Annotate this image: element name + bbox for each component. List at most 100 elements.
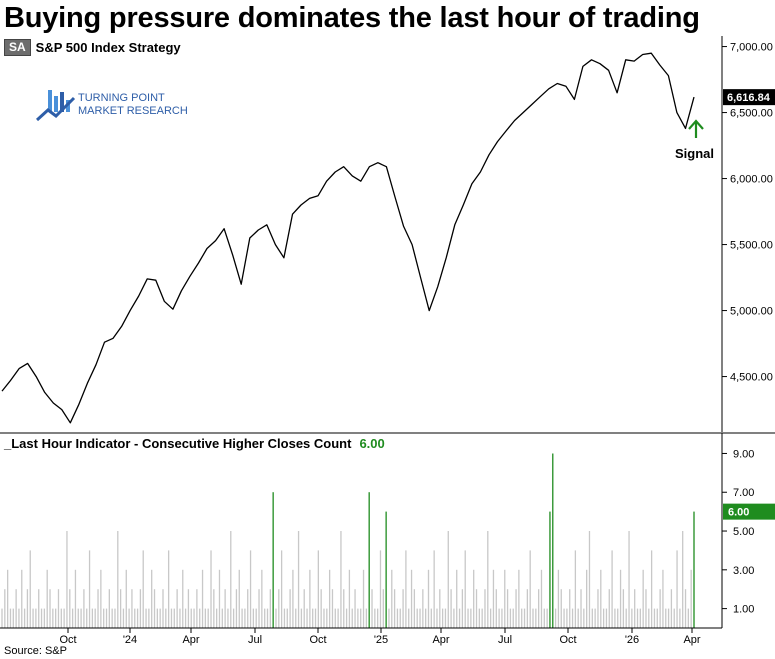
indicator-bar [628, 531, 630, 628]
indicator-bar [230, 531, 232, 628]
signal-bar [552, 453, 554, 628]
indicator-bar [563, 608, 565, 628]
indicator-bar [374, 608, 376, 628]
indicator-bar [602, 608, 605, 628]
indicator-bar [266, 608, 269, 628]
indicator-bar [679, 608, 681, 628]
indicator-bar [328, 569, 331, 628]
indicator-bar [489, 608, 492, 628]
upper-y-tick-label: 4,500.00 [730, 372, 773, 384]
indicator-bar [535, 608, 537, 628]
indicator-bar [580, 589, 582, 628]
last-indicator-label: 6.00 [728, 507, 749, 519]
indicator-bar [334, 608, 336, 628]
indicator-bar [275, 608, 277, 628]
indicator-bar [597, 589, 599, 628]
indicator-bar [218, 569, 221, 628]
indicator-bar [619, 569, 622, 628]
strategy-badge: SA [4, 39, 31, 56]
price-line [1, 52, 695, 424]
indicator-bar [247, 589, 249, 628]
indicator-bar [60, 608, 62, 628]
indicator-bar [673, 608, 675, 628]
lower-y-tick-label: 9.00 [733, 448, 754, 460]
indicator-bar [35, 608, 37, 628]
chart-title: Buying pressure dominates the last hour … [4, 2, 700, 34]
indicator-bar [634, 589, 636, 628]
indicator-bar [365, 608, 368, 628]
indicator-bar [583, 608, 585, 628]
indicator-bar [444, 608, 447, 628]
indicator-bar [447, 531, 449, 628]
indicator-bar [391, 569, 393, 628]
x-tick-label: Jul [498, 634, 512, 646]
indicator-bar [187, 589, 190, 628]
indicator-bar [83, 589, 85, 628]
indicator-bar [249, 550, 252, 628]
indicator-bar [224, 589, 226, 628]
indicator-bar [439, 589, 441, 628]
indicator-bar [631, 608, 633, 628]
indicator-bar [114, 608, 116, 628]
indicator-bar [608, 589, 610, 628]
indicator-bar [4, 589, 6, 628]
indicator-bar [450, 589, 452, 628]
indicator-bar [80, 608, 82, 628]
indicator-bar [614, 608, 616, 628]
indicator-bar [331, 589, 334, 628]
indicator-bar [345, 608, 348, 628]
signal-bar [272, 492, 274, 628]
indicator-bar [492, 569, 495, 628]
indicator-bar [659, 589, 661, 628]
last-indicator-box [723, 503, 775, 520]
indicator-bar [636, 608, 639, 628]
indicator-bar [207, 608, 209, 628]
indicator-bar [216, 608, 218, 628]
indicator-bar [162, 589, 164, 628]
indicator-bar [662, 569, 664, 628]
indicator-bar [441, 608, 444, 628]
signal-annotation: Signal [675, 146, 715, 161]
upper-y-tick-label: 5,000.00 [730, 306, 773, 318]
indicator-bar [71, 608, 74, 628]
indicator-bar [306, 608, 308, 628]
indicator-bar [40, 608, 43, 628]
indicator-bar [77, 608, 79, 628]
indicator-bar [297, 531, 300, 628]
indicator-bar [639, 608, 641, 628]
indicator-bar [148, 608, 150, 628]
x-tick-label: '25 [374, 634, 388, 646]
indicator-bar [340, 531, 342, 628]
indicator-label: _Last Hour Indicator - Consecutive Highe… [4, 436, 352, 451]
indicator-bar [402, 589, 404, 628]
upper-y-tick-label: 6,000.00 [730, 174, 773, 186]
indicator-bar [283, 608, 286, 628]
logo-bars-icon [36, 90, 76, 122]
indicator-bar [235, 589, 238, 628]
indicator-bar [280, 550, 283, 628]
indicator-bar [244, 608, 246, 628]
indicator-bar [258, 589, 260, 628]
indicator-bar [571, 608, 574, 628]
indicator-bar [622, 589, 625, 628]
indicator-bar [501, 608, 503, 628]
indicator-bar [204, 608, 207, 628]
indicator-bar [433, 550, 435, 628]
signal-bar [693, 511, 695, 628]
indicator-bar [312, 608, 314, 628]
indicator-bar [63, 608, 65, 628]
indicator-bar [88, 550, 91, 628]
indicator-bar [151, 569, 153, 628]
indicator-bar [184, 608, 187, 628]
indicator-value: 6.00 [359, 436, 385, 451]
indicator-bar [252, 608, 255, 628]
lower-y-tick-label: 3.00 [733, 565, 754, 577]
indicator-bar [196, 589, 198, 628]
indicator-bar [586, 569, 588, 628]
indicator-bar [470, 608, 472, 628]
indicator-bar [269, 589, 271, 628]
indicator-bar [32, 608, 34, 628]
indicator-bar [69, 589, 71, 628]
x-tick-label: '26 [625, 634, 639, 646]
indicator-bar [1, 608, 3, 628]
